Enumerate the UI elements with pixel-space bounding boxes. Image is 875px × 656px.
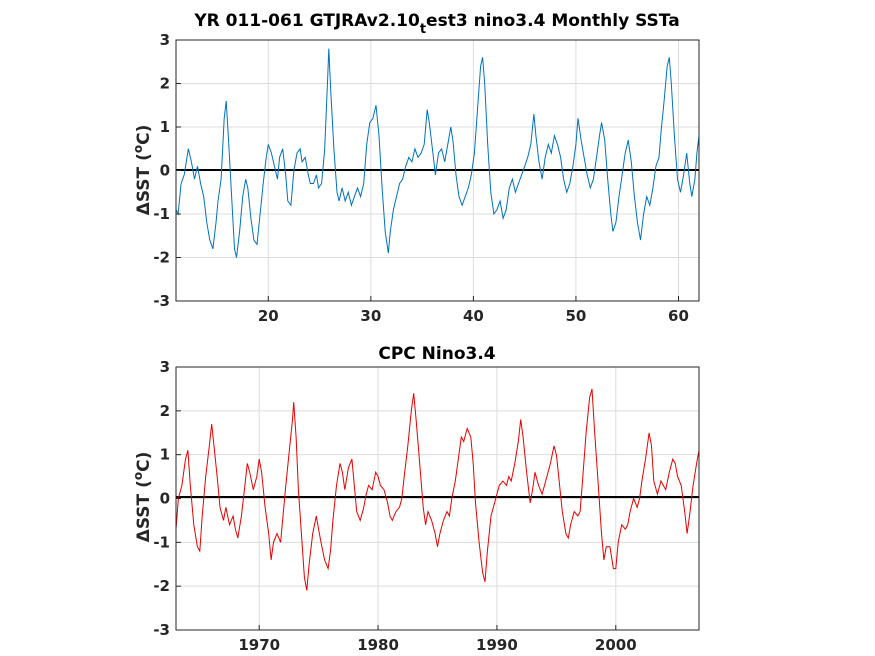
x-ticks-top: 20 30 40 50 60 — [258, 296, 689, 325]
x-tick-label: 1980 — [357, 636, 399, 654]
x-tick-label: 20 — [258, 307, 279, 325]
grid-bottom — [176, 366, 699, 631]
y-tick-label: 1 — [160, 446, 170, 464]
y-tick-label: 2 — [160, 402, 170, 420]
y-tick-label: -3 — [153, 292, 170, 310]
x-tick-label: 40 — [463, 307, 484, 325]
y-tick-label: 0 — [160, 162, 170, 180]
x-tick-label: 2000 — [595, 636, 637, 654]
y-tick-label: 2 — [160, 75, 170, 93]
chart-title-bottom: CPC Nino3.4 — [378, 344, 495, 364]
x-tick-label: 60 — [668, 307, 689, 325]
y-tick-label: -2 — [153, 577, 170, 595]
y-tick-label: 3 — [160, 358, 170, 376]
y-tick-label: 3 — [160, 31, 170, 49]
y-tick-label: 0 — [160, 490, 170, 508]
chart-title-top: YR 011-061 GTJRAv2.10test3 nino3.4 Month… — [193, 11, 679, 37]
y-tick-label: -1 — [153, 205, 170, 223]
x-tick-label: 50 — [566, 307, 587, 325]
x-tick-label: 30 — [360, 307, 381, 325]
y-axis-label-bottom: ΔSST (oC) — [131, 452, 154, 543]
y-axis-label-top: ΔSST (oC) — [131, 125, 154, 216]
y-tick-label: -2 — [153, 249, 170, 267]
x-tick-label: 1970 — [238, 636, 280, 654]
y-ticks-bottom: -3 -2 -1 0 1 2 3 — [153, 358, 181, 639]
series-line-model — [175, 48, 700, 258]
x-tick-label: 1990 — [476, 636, 518, 654]
y-tick-label: 1 — [160, 118, 170, 136]
series-line-observed — [175, 388, 700, 591]
panel-top: 20 30 40 50 60 -3 -2 -1 0 1 2 3 YR 011-061 GTJRAv2… — [131, 11, 700, 325]
y-ticks-top: -3 -2 -1 0 1 2 3 — [153, 31, 181, 310]
x-ticks-bottom: 1970 1980 1990 2000 — [238, 625, 637, 654]
y-tick-label: -1 — [153, 533, 170, 551]
y-tick-label: -3 — [153, 621, 170, 639]
